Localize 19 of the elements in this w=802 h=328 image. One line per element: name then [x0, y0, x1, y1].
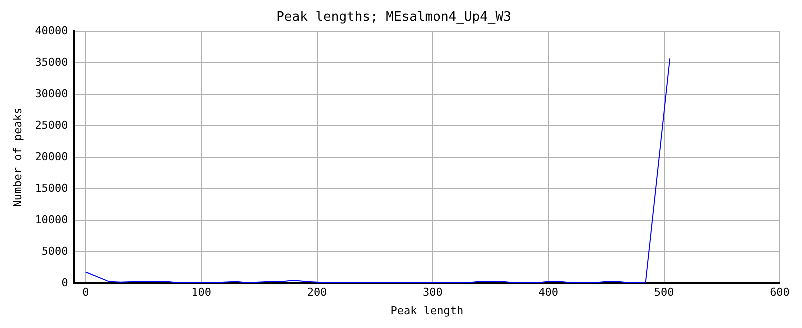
- x-axis-title: Peak length: [390, 304, 464, 318]
- y-tick-label: 40000: [35, 24, 68, 38]
- y-tick-label: 20000: [35, 150, 68, 164]
- y-tick-label: 25000: [35, 118, 68, 132]
- x-tick-label: 300: [423, 286, 443, 300]
- x-tick-label: 0: [82, 286, 90, 300]
- x-tick-label: 100: [192, 286, 212, 300]
- y-tick-label: 30000: [35, 87, 68, 100]
- y-tick-label: 5000: [42, 244, 68, 258]
- y-tick-label: 0: [62, 276, 68, 290]
- y-tick-label: 10000: [35, 213, 68, 226]
- y-tick-label: 35000: [35, 56, 68, 69]
- x-tick-label: 600: [770, 286, 790, 300]
- chart-title: Peak lengths; MEsalmon4_Up4_W3: [276, 10, 512, 26]
- y-axis-title: Number of peaks: [11, 108, 24, 208]
- y-tick-label: 15000: [35, 182, 68, 195]
- x-tick-label: 200: [307, 286, 328, 300]
- x-tick-label: 400: [538, 286, 559, 300]
- x-tick-label: 500: [654, 286, 674, 300]
